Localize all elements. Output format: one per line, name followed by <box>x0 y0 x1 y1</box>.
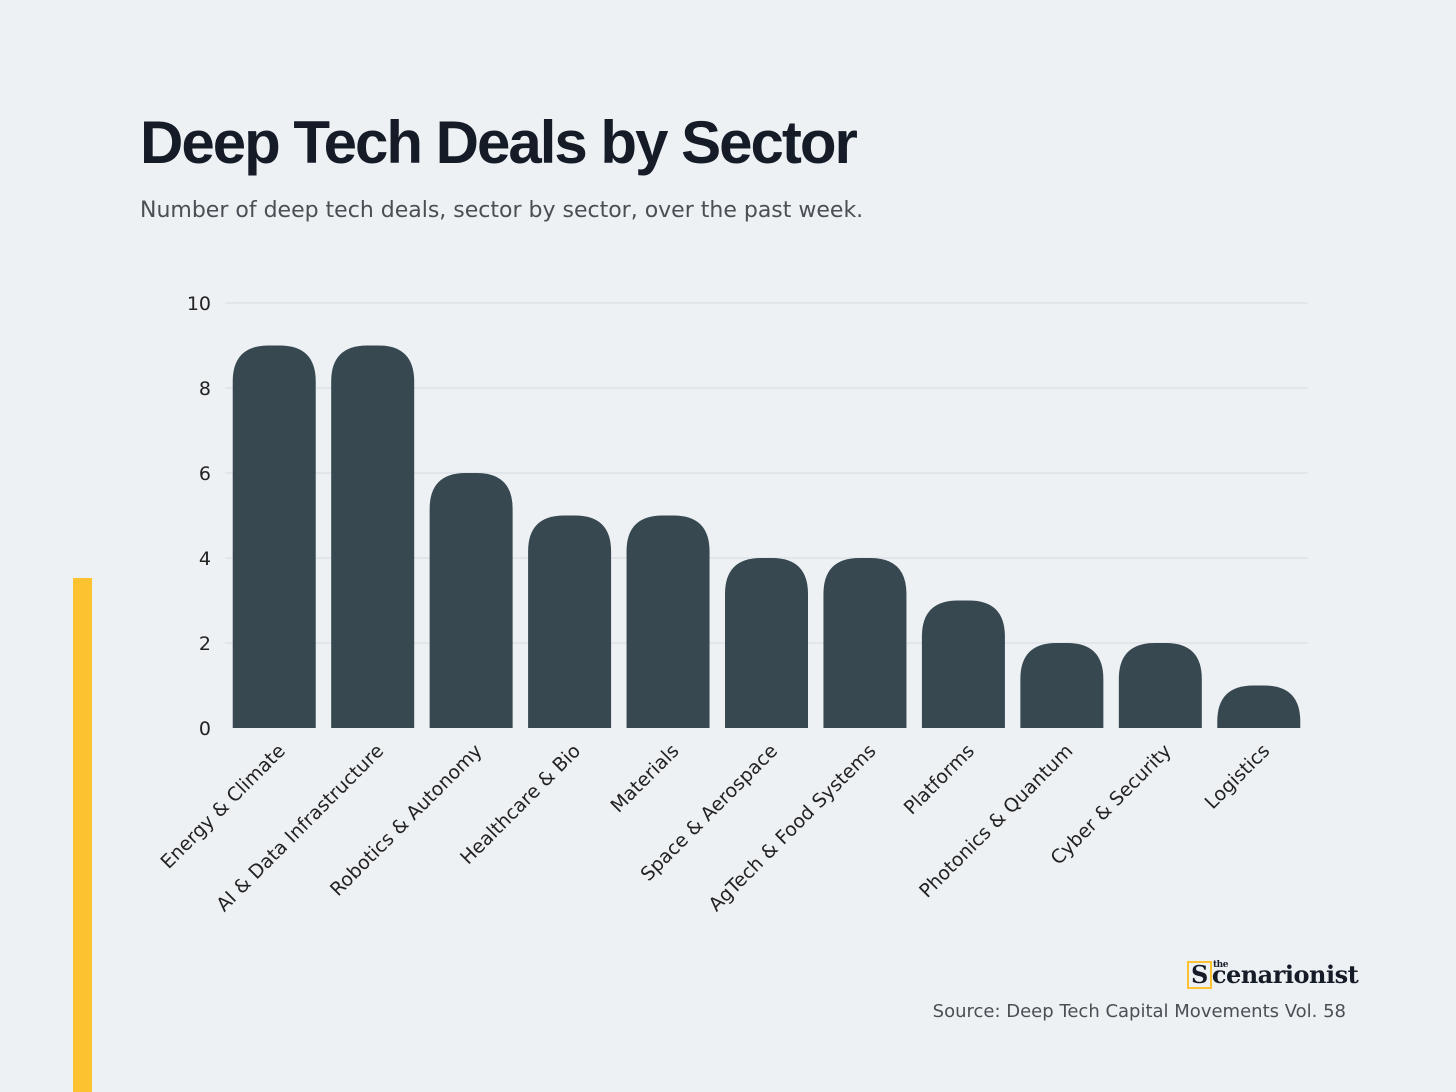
bar <box>528 515 612 728</box>
bar <box>1020 643 1104 728</box>
y-tick-label: 2 <box>199 633 211 655</box>
bar <box>823 558 907 728</box>
bar <box>429 473 513 728</box>
x-tick-label: AI & Data Infrastructure <box>212 740 388 916</box>
x-tick-label: Logistics <box>1201 740 1275 814</box>
chart-title: Deep Tech Deals by Sector <box>140 109 858 176</box>
y-tick-label: 0 <box>199 718 211 740</box>
bar <box>1217 685 1301 728</box>
bar <box>626 515 710 728</box>
chart-subtitle: Number of deep tech deals, sector by sec… <box>140 198 864 223</box>
bar <box>232 345 316 728</box>
bar <box>921 600 1005 728</box>
bar <box>331 345 415 728</box>
x-tick-label: Materials <box>606 740 683 817</box>
bar <box>1118 643 1202 728</box>
accent-bar <box>73 578 92 1092</box>
source-note: Source: Deep Tech Capital Movements Vol.… <box>932 1001 1346 1022</box>
bar <box>725 558 808 728</box>
y-tick-label: 10 <box>187 293 211 315</box>
y-tick-label: 8 <box>199 378 211 400</box>
y-tick-label: 4 <box>199 548 211 570</box>
x-tick-label: Platforms <box>900 740 979 819</box>
x-tick-label: AgTech & Food Systems <box>705 740 881 916</box>
y-tick-label: 6 <box>199 463 211 485</box>
